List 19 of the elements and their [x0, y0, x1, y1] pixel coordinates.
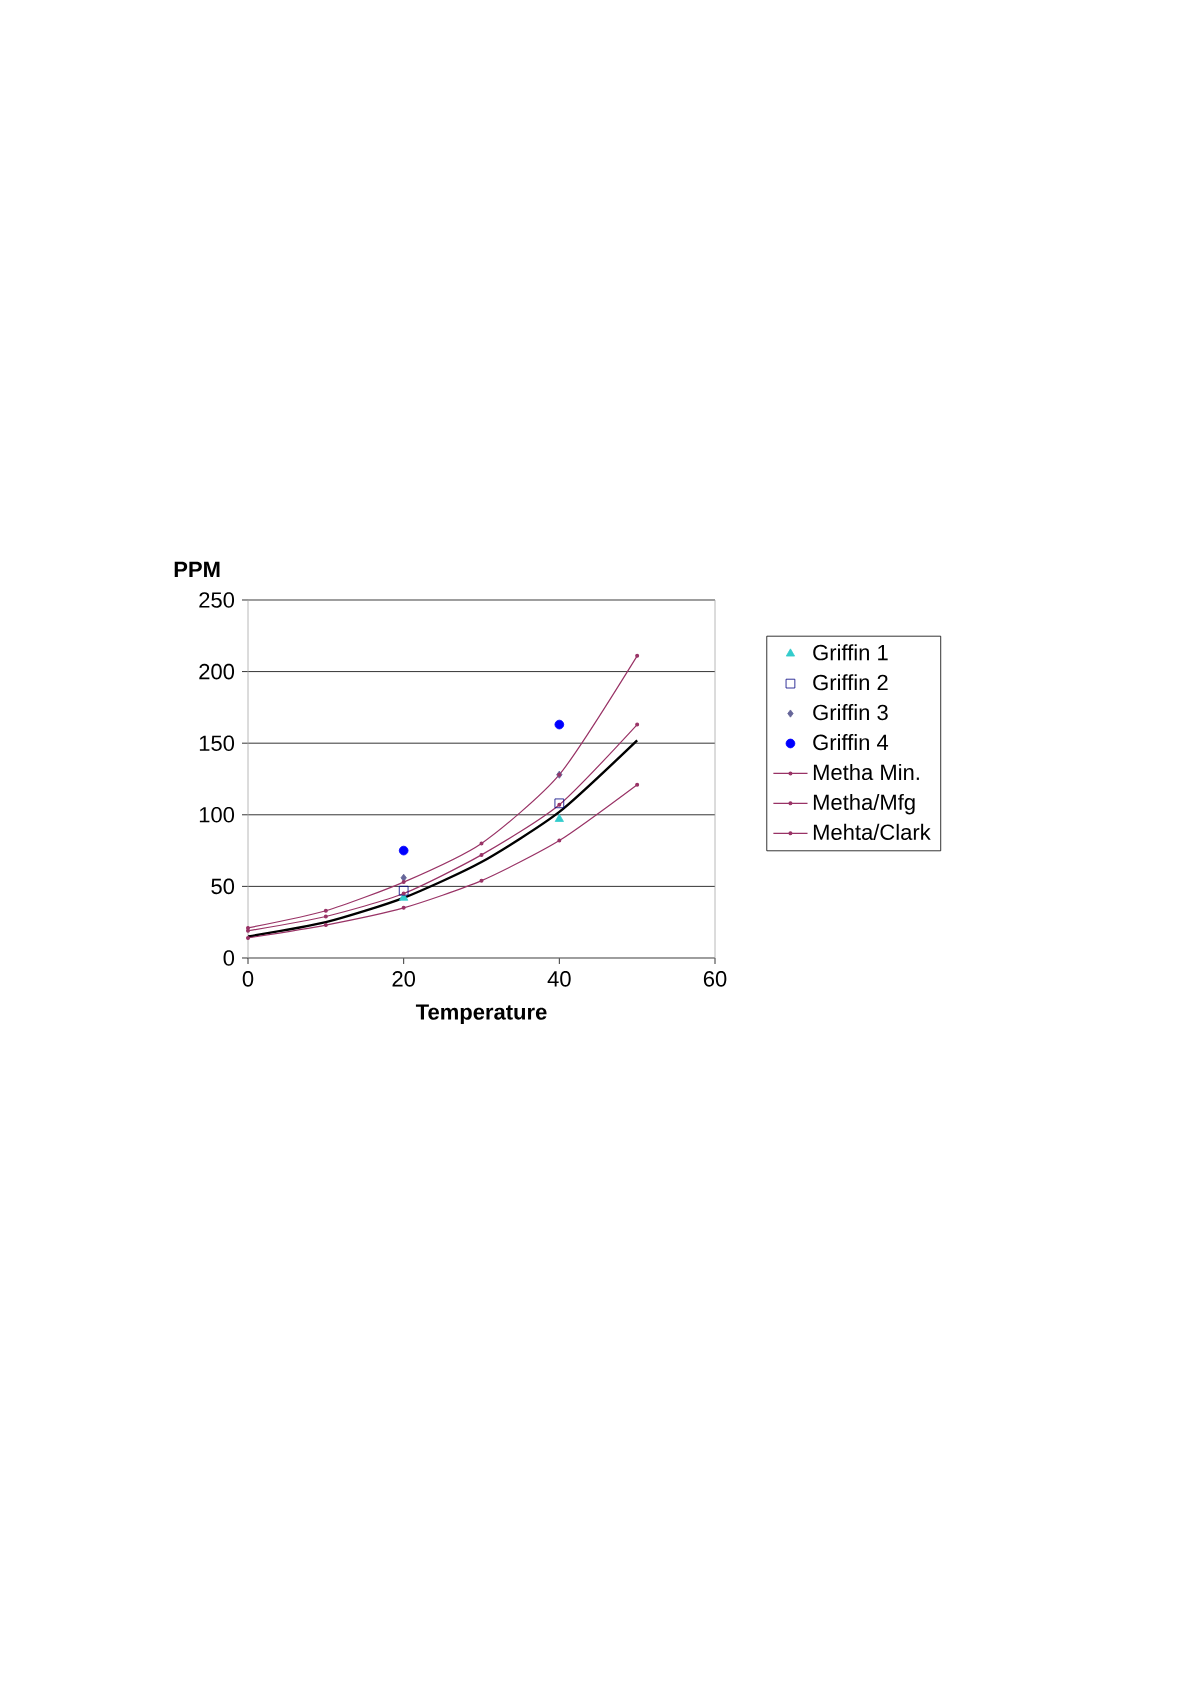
legend-label: Griffin 4: [813, 734, 889, 751]
y-tick-label: 100: [199, 807, 235, 823]
x-tick-label: 0: [242, 971, 254, 987]
legend-label: Griffin 1: [813, 644, 888, 661]
y-tick-label: 200: [199, 663, 235, 680]
y-tick-label: 50: [211, 878, 235, 895]
x-tick-label: 60: [703, 971, 727, 987]
y-tick-label: 250: [199, 592, 235, 608]
y-axis-title: PPM: [174, 561, 220, 577]
legend-label: Griffin 2: [813, 674, 888, 691]
legend-label: Griffin 3: [813, 704, 888, 721]
y-tick-label: 150: [199, 735, 235, 751]
legend-label: Metha Min.: [813, 763, 919, 781]
x-tick-label: 40: [547, 971, 571, 987]
y-tick-label: 0: [223, 950, 235, 966]
legend-label: Metha/Mfg: [813, 793, 915, 815]
x-axis-title: Temperature: [415, 1004, 547, 1025]
legend-label: Mehta/Clark: [813, 823, 931, 840]
x-tick-label: 20: [392, 971, 416, 987]
